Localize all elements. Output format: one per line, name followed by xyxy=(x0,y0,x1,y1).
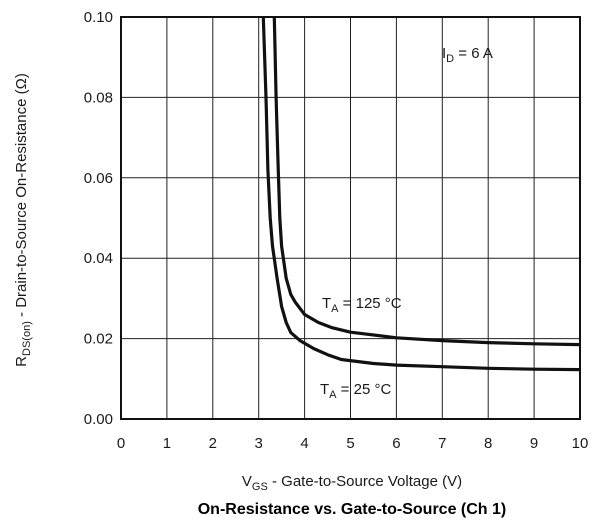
plot-frame xyxy=(120,16,581,420)
x-tick-label: 5 xyxy=(346,435,354,452)
x-tick-label: 1 xyxy=(163,435,171,452)
y-tick-label: 0.10 xyxy=(84,9,113,26)
series-label-125c: TA = 125 °C xyxy=(322,295,402,315)
y-tick-label: 0.02 xyxy=(84,331,113,348)
x-tick-label: 4 xyxy=(300,435,308,452)
y-tick-label: 0.06 xyxy=(84,170,113,187)
y-tick-labels: 0.00 0.02 0.04 0.06 0.08 0.10 xyxy=(84,9,113,428)
x-tick-labels: 0 1 2 3 4 5 6 7 8 9 10 xyxy=(117,435,589,452)
x-tick-label: 8 xyxy=(484,435,492,452)
x-tick-label: 9 xyxy=(530,435,538,452)
x-axis-label: VGS - Gate-to-Source Voltage (V) xyxy=(242,473,462,493)
y-tick-label: 0.00 xyxy=(84,411,113,428)
y-tick-label: 0.04 xyxy=(84,250,113,267)
series-line-125c xyxy=(272,16,581,347)
annotation-drain-current: ID = 6 A xyxy=(442,45,493,65)
chart-title: On-Resistance vs. Gate-to-Source (Ch 1) xyxy=(198,501,507,518)
y-axis-label: RDS(on) - Drain-to-Source On-Resistance … xyxy=(13,73,33,367)
series-group xyxy=(261,16,581,372)
series-line-25c xyxy=(261,16,581,372)
series-label-25c: TA = 25 °C xyxy=(320,381,391,401)
y-tick-label: 0.08 xyxy=(84,89,113,106)
x-tick-label: 10 xyxy=(572,435,589,452)
x-tick-label: 2 xyxy=(209,435,217,452)
x-tick-label: 7 xyxy=(438,435,446,452)
x-tick-label: 0 xyxy=(117,435,125,452)
x-tick-label: 6 xyxy=(392,435,400,452)
x-tick-label: 3 xyxy=(255,435,263,452)
grid xyxy=(121,17,580,419)
